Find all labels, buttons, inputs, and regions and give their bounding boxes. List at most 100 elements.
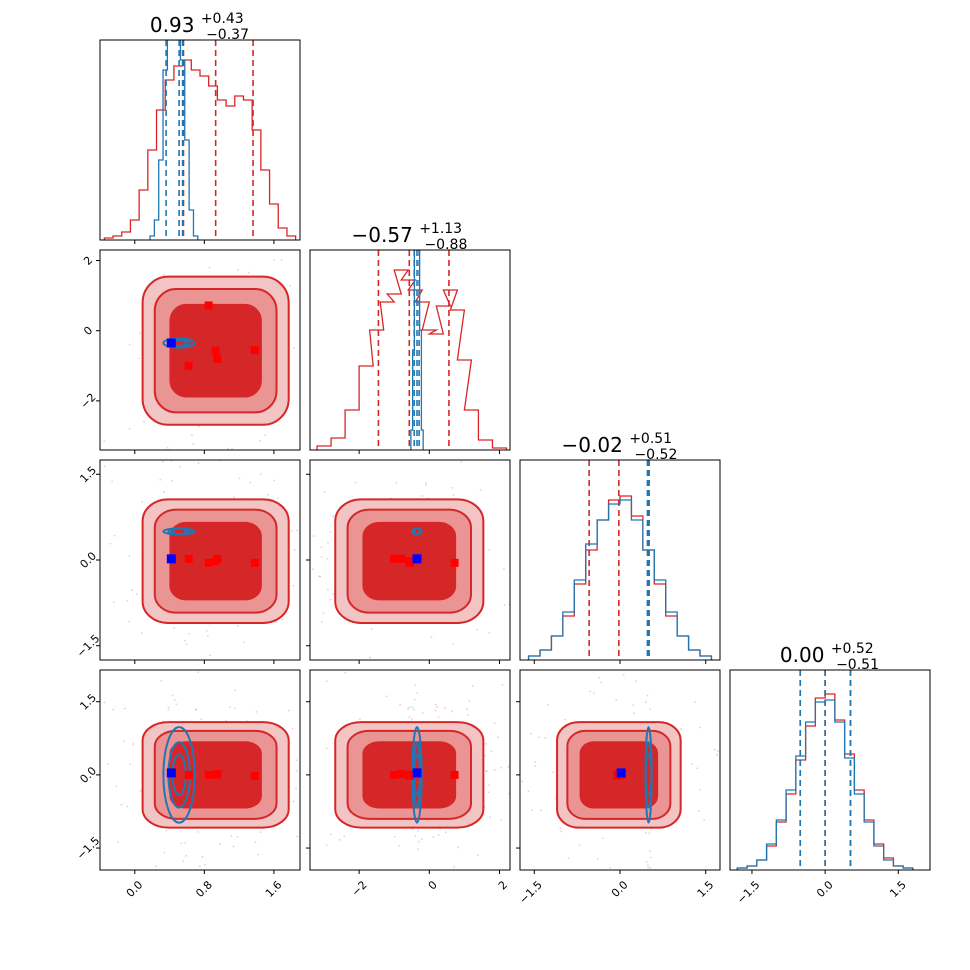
scatter-dot-red xyxy=(192,443,195,446)
scatter-dot-red xyxy=(734,750,736,752)
red-marker-5 xyxy=(397,769,406,778)
scatter-dot-red xyxy=(490,750,493,753)
scatter-dot-red xyxy=(232,496,235,499)
scatter-dot-red xyxy=(487,791,490,794)
scatter-dot-red xyxy=(453,866,456,869)
scatter-dot-red xyxy=(322,697,324,699)
scatter-dot-blue xyxy=(186,657,188,659)
scatter-dot-red xyxy=(326,557,329,560)
red-marker-2 xyxy=(406,771,414,780)
scatter-dot-blue xyxy=(195,708,198,711)
scatter-dot-red xyxy=(452,494,455,496)
blue-marker-1 xyxy=(412,768,422,778)
scatter-dot-red xyxy=(717,750,719,753)
scatter-dot-red xyxy=(229,706,231,709)
scatter-dot-blue xyxy=(416,692,419,694)
scatter-dot-red xyxy=(554,797,557,800)
scatter-dot-red xyxy=(305,782,307,784)
scatter-dot-red xyxy=(132,743,135,745)
scatter-dot-red xyxy=(189,665,191,667)
scatter-dot-blue xyxy=(648,832,651,835)
panel-2d-r4-c1 xyxy=(100,643,324,883)
scatter-dot-red xyxy=(450,710,453,713)
scatter-dot-blue xyxy=(175,703,178,706)
scatter-dot-red xyxy=(135,593,138,596)
scatter-dot-blue xyxy=(160,881,162,883)
scatter-dot-red xyxy=(395,481,398,484)
scatter-dot-red xyxy=(327,588,329,591)
scatter-dot-red xyxy=(632,712,635,715)
title-param-2: −0.57 +1.13 −0.88 xyxy=(352,214,469,253)
scatter-dot-red xyxy=(501,752,503,754)
scatter-dot-red xyxy=(466,708,469,711)
scatter-dot-red xyxy=(514,804,516,806)
scatter-dot-red xyxy=(399,703,402,706)
red-marker-3 xyxy=(450,770,459,779)
scatter-dot-blue xyxy=(165,829,168,832)
scatter-dot-red xyxy=(560,830,563,833)
scatter-dot-blue xyxy=(645,831,647,834)
scatter-dot-blue xyxy=(408,706,411,709)
scatter-dot-red xyxy=(534,761,537,763)
scatter-dot-blue xyxy=(190,643,192,645)
scatter-dot-red xyxy=(567,857,570,859)
scatter-dot-red xyxy=(699,726,701,729)
scatter-dot-red xyxy=(696,767,698,770)
scatter-dot-red xyxy=(206,635,209,637)
scatter-dot-red xyxy=(452,643,454,646)
panel-hist-2 xyxy=(316,250,508,450)
scatter-dot-red xyxy=(327,541,329,544)
scatter-dot-red xyxy=(514,703,516,705)
scatter-dot-red xyxy=(541,747,543,749)
x-tick-label: 0.8 xyxy=(193,878,215,900)
scatter-dot-red xyxy=(437,716,440,719)
scatter-dot-red xyxy=(321,377,323,379)
scatter-dot-red xyxy=(318,217,320,219)
scatter-dot-red xyxy=(200,718,203,721)
scatter-dot-red xyxy=(311,726,313,728)
scatter-dot-red xyxy=(208,266,211,269)
scatter-dot-red xyxy=(106,762,109,765)
scatter-dot-red xyxy=(307,838,309,840)
scatter-dot-red xyxy=(713,748,716,751)
scatter-dot-red xyxy=(666,871,668,873)
scatter-dot-red xyxy=(171,479,173,482)
scatter-dot-red xyxy=(112,601,115,604)
scatter-dot-red xyxy=(315,550,317,552)
red-marker-4 xyxy=(184,554,193,563)
scatter-dot-red xyxy=(343,835,346,838)
y-tick-label: 0.0 xyxy=(77,764,99,786)
scatter-dot-red xyxy=(600,681,602,684)
scatter-dot-red xyxy=(534,764,537,767)
scatter-dot-red xyxy=(141,501,144,503)
scatter-dot-red xyxy=(468,700,471,702)
scatter-dot-red xyxy=(521,780,524,783)
scatter-dot-red xyxy=(153,245,155,247)
scatter-dot-red xyxy=(432,836,435,838)
scatter-dot-blue xyxy=(155,865,158,868)
scatter-dot-red xyxy=(435,703,437,706)
x-tick-label: −1.5 xyxy=(517,878,545,906)
scatter-dot-red xyxy=(128,427,131,430)
scatter-dot-red xyxy=(296,835,299,838)
scatter-dot-red xyxy=(571,512,573,514)
blue-contour-level-1 xyxy=(162,337,196,349)
scatter-dot-red xyxy=(112,708,115,711)
scatter-dot-red xyxy=(231,242,233,244)
scatter-dot-red xyxy=(546,558,548,560)
x-tick-label: 1.5 xyxy=(887,878,909,900)
scatter-dot-red xyxy=(296,529,299,532)
scatter-dot-red xyxy=(703,819,706,821)
scatter-dot-red xyxy=(485,742,488,745)
scatter-dot-blue xyxy=(417,830,419,832)
scatter-dot-red xyxy=(160,679,163,682)
scatter-dot-red xyxy=(249,481,252,484)
red-marker-2 xyxy=(406,558,414,567)
scatter-dot-blue xyxy=(184,842,187,844)
scatter-dot-red xyxy=(230,835,233,838)
red-marker-2 xyxy=(250,346,259,354)
scatter-dot-red xyxy=(527,790,530,793)
scatter-dot-red xyxy=(411,718,414,721)
scatter-dot-red xyxy=(385,695,388,698)
scatter-dot-red xyxy=(198,425,200,428)
